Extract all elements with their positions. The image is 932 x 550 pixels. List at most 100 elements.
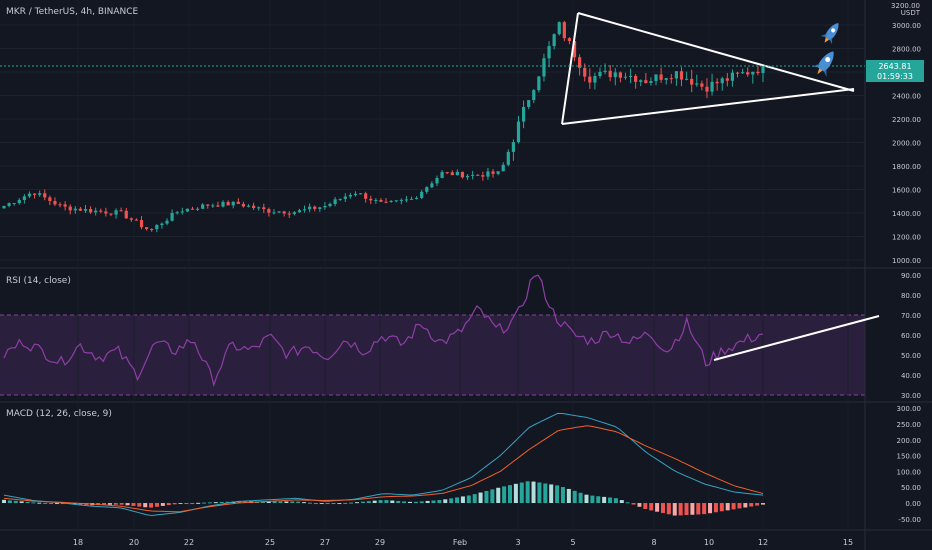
candle-body [374,199,378,201]
macd-histogram-bar [131,503,136,506]
macd-histogram-bar [625,502,630,504]
rsi-tick-label: 50.00 [901,352,921,360]
time-tick-label: 8 [651,538,656,547]
macd-histogram-bar [372,500,377,504]
candle-body [83,209,88,211]
symbol-title: MKR / TetherUS, 4h, BINANCE [6,7,139,17]
candle-body [369,198,373,201]
candle-body [226,201,230,206]
candle-body [114,210,118,215]
rsi-axis[interactable]: 90.00 80.00 70.00 60.00 50.00 40.00 30.00 [901,272,921,400]
candle-body [287,213,291,215]
candle-body [496,171,500,174]
macd-histogram-bar [613,498,618,504]
macd-histogram-bar [7,500,12,504]
candle-body [78,208,83,211]
macd-histogram-bar [696,503,701,515]
rsi-trendline-drawing[interactable] [713,315,880,361]
candle-body [654,74,658,82]
candle-body [2,206,6,209]
triangle-upper-line[interactable] [577,12,855,92]
macd-histogram-bar [202,502,207,504]
candle-body [277,211,281,213]
macd-histogram-bar [443,499,448,504]
macd-histogram-bar [43,502,48,504]
candle-body [308,206,312,210]
macd-histogram-bar [472,494,477,504]
macd-histogram-bar [19,501,24,504]
macd-histogram-bar [272,501,277,504]
candle-body [211,205,215,207]
candle-body [634,75,638,82]
candle-body [583,67,587,77]
macd-histogram-bar [390,500,395,504]
macd-histogram-bar [325,503,330,505]
macd-histogram-bar [402,501,407,504]
macd-histogram-bar [555,485,560,504]
candle-body [450,172,454,176]
triangle-lower-line[interactable] [561,88,855,125]
candle-body [593,76,597,83]
candle-body [705,86,709,92]
candle-body [415,197,419,199]
candle-body [150,229,154,231]
macd-histogram-bar [655,503,660,512]
macd-histogram-bar [407,501,412,504]
candle-body [491,171,495,174]
macd-histogram-bar [578,492,583,504]
macd-axis[interactable]: 300.00 250.00 200.00 150.00 100.00 50.00 0.00 -… [897,405,922,524]
candle-body [313,206,317,209]
rsi-tick-label: 90.00 [901,272,921,280]
macd-histogram-bar [296,501,301,504]
time-tick-label: 18 [73,538,83,547]
candle-body [420,191,424,198]
rsi-title: RSI (14, close) [6,276,71,286]
time-tick-label: 10 [704,538,714,547]
symmetrical-triangle-drawing[interactable] [561,12,855,125]
macd-tick-label: 200.00 [897,437,922,445]
candle-body [17,199,21,204]
candle-body [511,142,515,152]
candle-body [435,177,439,184]
macd-histogram-bar [54,503,59,505]
macd-histogram-bar [572,490,577,504]
time-tick-label: 22 [184,538,194,547]
candle-body [195,208,200,210]
candle-body [318,207,322,209]
macd-histogram-bar [278,501,283,504]
macd-histogram-bar [725,503,730,511]
price-tick-label: 2000.00 [892,140,921,148]
macd-histogram-bar [460,496,465,504]
candle-body [481,175,485,177]
signal-line [3,425,764,513]
candle-body [58,204,62,206]
rsi-band [0,315,865,395]
macd-histogram-bar [660,503,665,513]
macd-histogram-bar [719,503,724,512]
triangle-left-line[interactable] [561,12,579,125]
macd-histogram-bar [490,489,495,504]
macd-histogram-bar [584,494,589,504]
macd-histogram-bar [384,500,389,504]
price-tick-label: 2200.00 [892,116,921,124]
candle-body [165,220,169,224]
time-axis[interactable]: 18 20 22 25 27 29 Feb 3 5 8 10 12 15 [73,538,853,547]
candle-body [262,207,266,210]
macd-tick-label: -50.00 [898,516,921,524]
candle-body [756,71,760,74]
macd-tick-label: 50.00 [901,484,921,492]
candle-body [664,78,668,80]
candle-body [628,75,633,77]
candle-body [674,71,679,79]
price-axis-currency: USDT [901,9,921,17]
macd-histogram-bar [513,483,518,504]
candle-body [460,171,465,178]
candle-body [231,201,235,206]
macd-histogram-bar [525,481,530,504]
macd-histogram-bar [560,487,565,504]
candle-body [252,205,256,208]
candle-body [741,72,745,74]
time-tick-label: 12 [758,538,768,547]
